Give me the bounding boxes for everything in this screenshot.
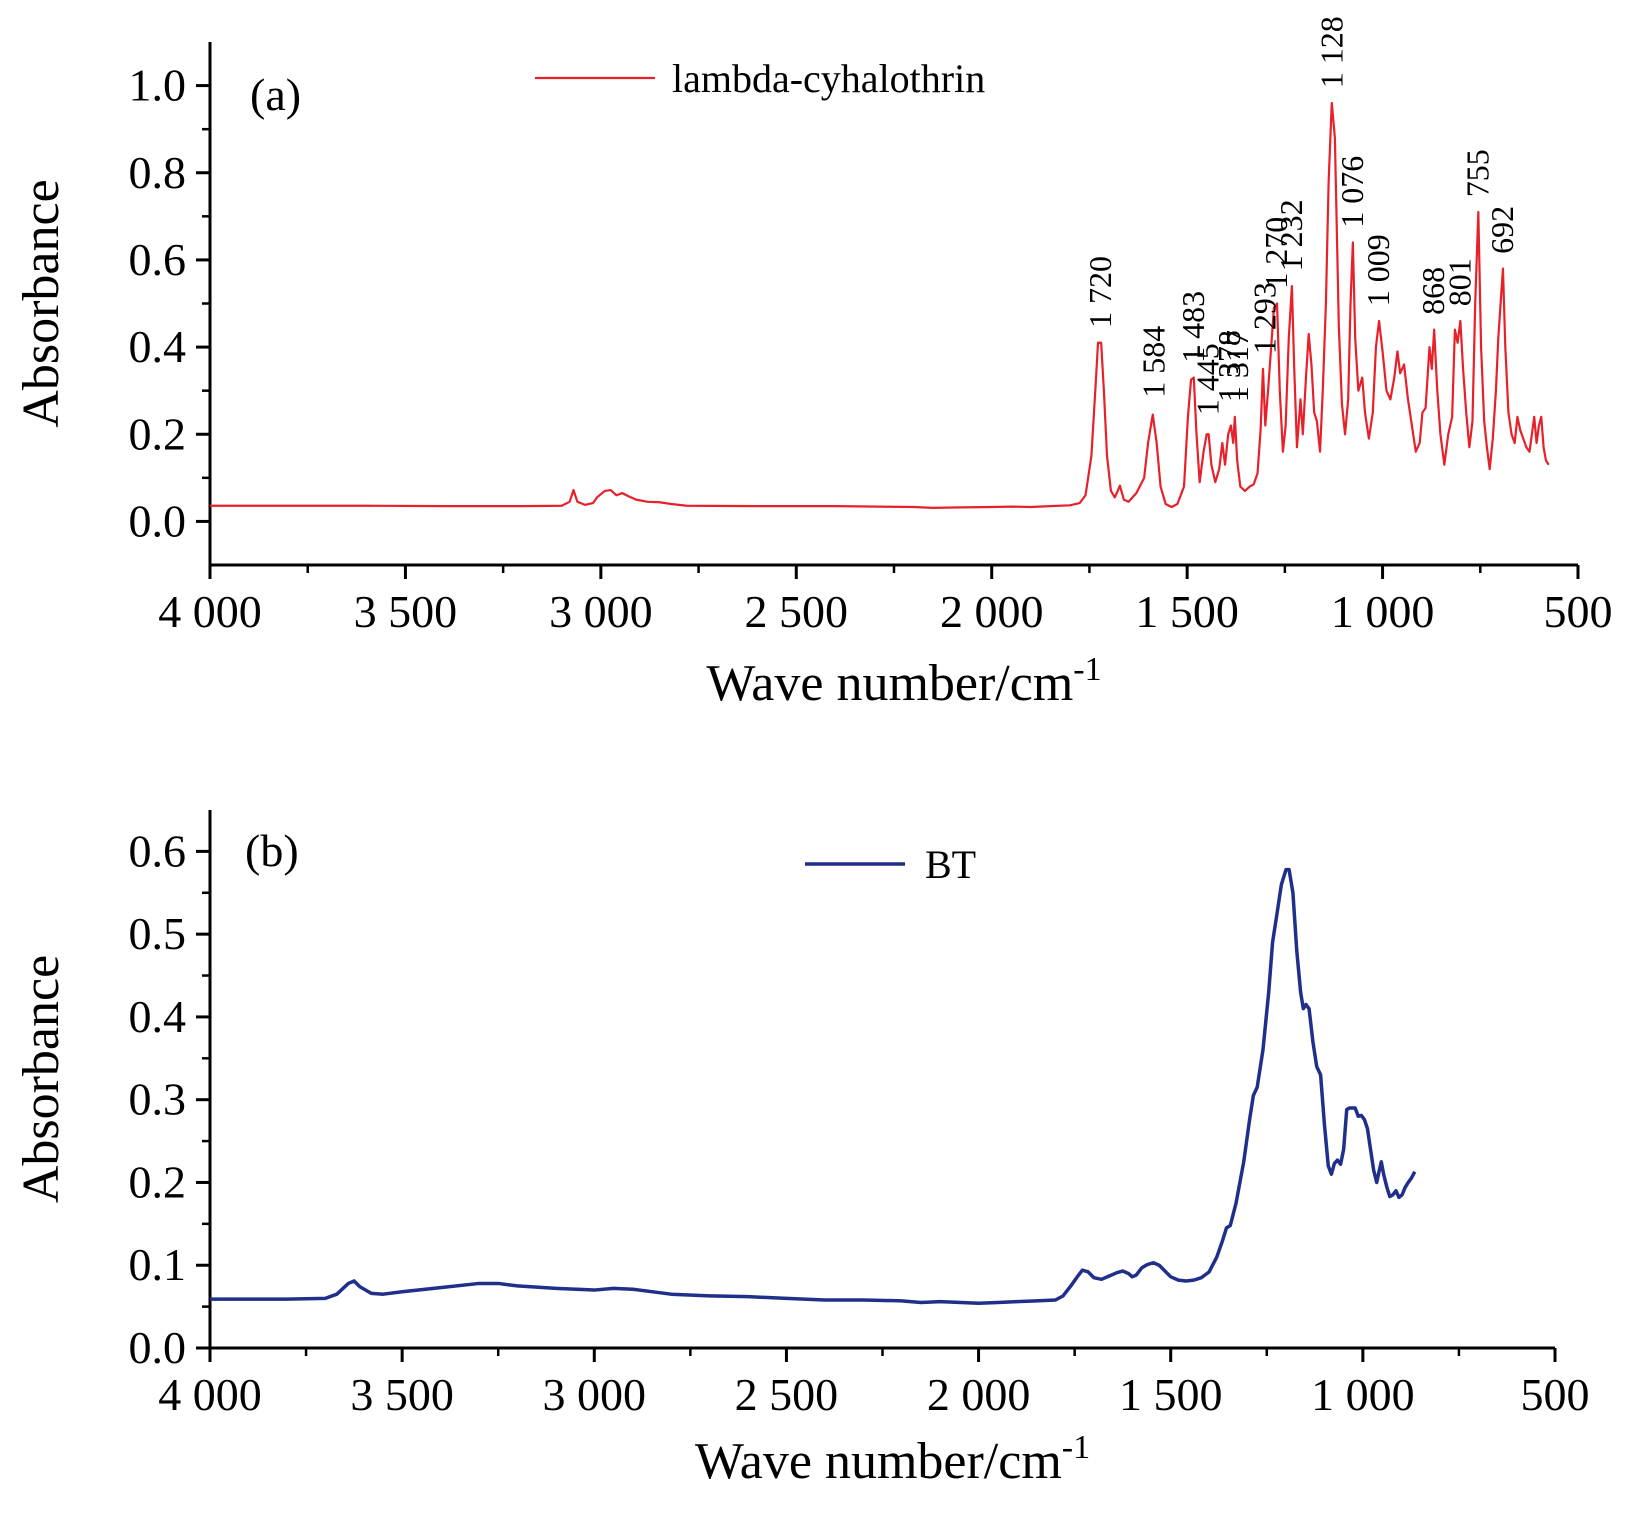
peak-label: 1 483: [1175, 291, 1211, 363]
x-axis-title-superscript: -1: [1062, 1429, 1090, 1466]
peak-label: 1 317: [1219, 330, 1255, 402]
x-axis-title-superscript: -1: [1073, 651, 1101, 688]
legend-label: lambda-cyhalothrin: [672, 56, 985, 101]
peak-label: 1 720: [1082, 256, 1118, 328]
peak-label: 1 445: [1190, 343, 1226, 415]
legend-label: BT: [925, 842, 976, 887]
peak-label: 1 293: [1246, 282, 1282, 354]
peak-label: 1 009: [1360, 234, 1396, 306]
series-line-1: [210, 867, 1417, 1306]
y-tick-label: 0.6: [129, 234, 187, 285]
x-tick-label: 3 500: [350, 1369, 454, 1420]
y-tick-label: 0.1: [129, 1239, 187, 1290]
peak-label: 755: [1459, 149, 1495, 197]
y-axis-title: Absorbance: [13, 955, 70, 1203]
peak-label: 801: [1441, 258, 1477, 306]
x-tick-label: 1 000: [1311, 1369, 1415, 1420]
y-axis-title: Absorbance: [13, 179, 70, 427]
series-line-1: [210, 101, 1550, 510]
peak-label: 1 232: [1273, 199, 1309, 271]
x-tick-label: 1 500: [1135, 586, 1239, 637]
x-tick-label: 1 000: [1331, 586, 1435, 637]
peak-label: 692: [1484, 206, 1520, 254]
peak-label: 868: [1415, 267, 1451, 315]
x-tick-label: 500: [1544, 586, 1613, 637]
x-axis-title-text: Wave number/cm: [706, 655, 1073, 712]
peak-label: 1 270: [1258, 217, 1294, 289]
x-tick-label: 3 000: [549, 586, 653, 637]
y-tick-label: 0.0: [129, 495, 187, 546]
y-tick-label: 1.0: [129, 60, 187, 111]
y-tick-label: 0.4: [129, 991, 187, 1042]
panel-b: 4 000 3 500 3 000 2 500 2 000 1 500 1 000 500 0.…: [13, 810, 1590, 1490]
x-tick-label: 4 000: [158, 586, 262, 637]
x-tick-label: 2 000: [940, 586, 1044, 637]
y-tick-label: 0.3: [129, 1074, 187, 1125]
panel-a: 4 000 3 500 3 000 2 500 2 000 1 500 1 000 500 0.…: [13, 16, 1613, 712]
x-tick-label: 500: [1521, 1369, 1590, 1420]
panel-label: (a): [250, 69, 301, 120]
y-tick-label: 0.2: [129, 408, 187, 459]
peak-label: 1 584: [1135, 326, 1171, 398]
y-tick-label: 0.2: [129, 1156, 187, 1207]
x-tick-label: 2 500: [745, 586, 849, 637]
x-tick-label: 2 000: [927, 1369, 1031, 1420]
peak-label: 1 076: [1334, 156, 1370, 228]
peak-label: 1 128: [1314, 16, 1350, 88]
y-tick-label: 0.0: [129, 1322, 187, 1373]
y-tick-label: 0.6: [129, 825, 187, 876]
y-tick-label: 0.4: [129, 321, 187, 372]
x-tick-label: 3 000: [543, 1369, 647, 1420]
x-tick-label: 4 000: [158, 1369, 262, 1420]
y-tick-label: 0.5: [129, 908, 187, 959]
x-axis-title: Wave number/cm-1: [706, 651, 1101, 712]
x-axis-title-text: Wave number/cm: [695, 1433, 1062, 1490]
x-tick-label: 2 500: [735, 1369, 839, 1420]
x-tick-label: 3 500: [354, 586, 458, 637]
x-axis-title: Wave number/cm-1: [695, 1429, 1090, 1490]
y-tick-label: 0.8: [129, 147, 187, 198]
panel-label: (b): [245, 825, 299, 876]
x-tick-label: 1 500: [1119, 1369, 1223, 1420]
peak-label: 1 378: [1211, 330, 1247, 402]
